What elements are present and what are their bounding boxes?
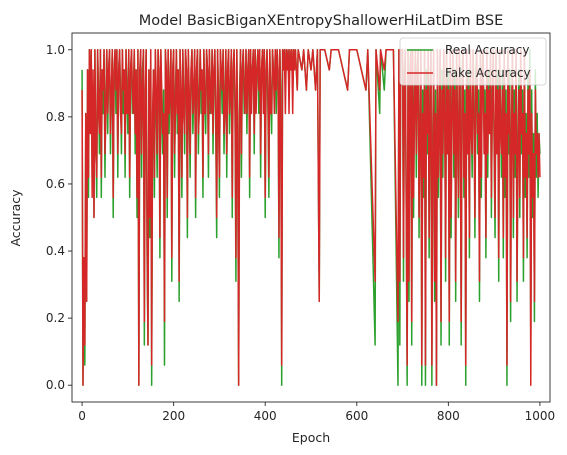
- y-tick-label: 0.0: [46, 378, 65, 392]
- legend-label-fake: Fake Accuracy: [445, 66, 531, 80]
- x-tick-label: 1000: [525, 409, 556, 423]
- y-tick-label: 1.0: [46, 43, 65, 57]
- x-axis: 0 200 400 600 800 1000: [78, 402, 555, 423]
- y-tick-label: 0.6: [46, 177, 65, 191]
- x-axis-label: Epoch: [292, 430, 330, 445]
- y-tick-label: 0.4: [46, 244, 65, 258]
- legend-label-real: Real Accuracy: [445, 43, 529, 57]
- y-axis-label: Accuracy: [8, 189, 23, 247]
- plot-frame: [71, 32, 551, 403]
- legend: Real Accuracy Fake Accuracy: [399, 37, 547, 86]
- x-tick-label: 200: [162, 409, 185, 423]
- y-tick-label: 0.8: [46, 110, 65, 124]
- chart-title: Model BasicBiganXEntropyShallowerHiLatDi…: [139, 13, 504, 29]
- y-tick-label: 0.2: [46, 311, 65, 325]
- legend-box: [399, 37, 547, 86]
- y-axis: 0.0 0.2 0.4 0.6 0.8 1.0: [46, 43, 72, 392]
- x-tick-label: 600: [345, 409, 368, 423]
- plot-series: [81, 49, 541, 386]
- x-tick-label: 0: [78, 409, 86, 423]
- series-line-fake-accuracy: [81, 49, 541, 386]
- x-tick-label: 400: [254, 409, 277, 423]
- x-tick-label: 800: [437, 409, 460, 423]
